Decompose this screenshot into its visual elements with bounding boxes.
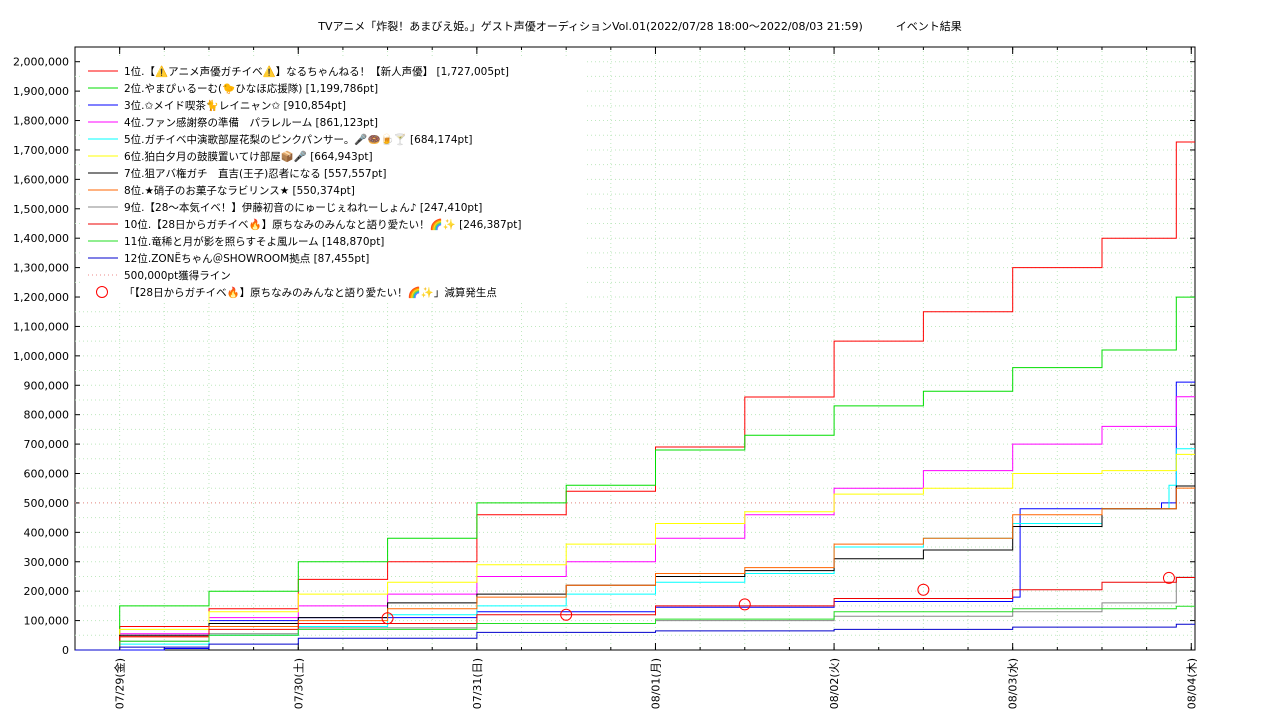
legend-entry-4: 4位.ファン感謝祭の準備 パラレルーム [861,123pt] bbox=[124, 116, 378, 129]
y-tick-label: 1,200,000 bbox=[13, 291, 69, 304]
y-tick-label: 1,900,000 bbox=[13, 85, 69, 98]
y-tick-label: 1,100,000 bbox=[13, 320, 69, 333]
marker-point bbox=[917, 583, 930, 596]
x-tick-label: 07/31(日) bbox=[471, 658, 484, 709]
y-tick-label: 500,000 bbox=[24, 497, 70, 510]
legend-entry-reference: 500,000pt獲得ライン bbox=[124, 269, 231, 282]
legend-entry-10: 10位.【28日からガチイベ🔥】原ちなみのみんなと語り愛たい！🌈✨ [246,3… bbox=[124, 218, 522, 231]
x-tick-label: 07/30(土) bbox=[292, 658, 305, 709]
y-tick-label: 900,000 bbox=[24, 379, 70, 392]
x-tick-label: 08/03(水) bbox=[1007, 658, 1020, 709]
legend-entry-7: 7位.狙アバ権ガチ 直吉(王子)忍者になる [557,557pt] bbox=[124, 167, 386, 180]
series-line-11 bbox=[75, 605, 1195, 651]
legend-entry-2: 2位.やまぴぃるーむ(🐤ひなほ応援隊) [1,199,786pt] bbox=[124, 82, 378, 95]
legend-entry-markers: 「【28日からガチイベ🔥】原ちなみのみんなと語り愛たい！🌈✨」減算発生点 bbox=[124, 286, 497, 299]
series-line-8 bbox=[75, 487, 1195, 651]
legend-swatch bbox=[96, 286, 108, 298]
y-tick-label: 1,400,000 bbox=[13, 232, 69, 245]
legend-entry-8: 8位.★硝子のお菓子なラビリンス★ [550,374pt] bbox=[124, 184, 355, 197]
legend-entry-1: 1位.【⚠️アニメ声優ガチイベ⚠️】なるちゃんねる！【新人声優】 [1,727,… bbox=[124, 65, 509, 78]
legend-entry-5: 5位.ガチイベ中演歌部屋花梨のピンクパンサー。🎤🍩🍺🍸 [684,174pt] bbox=[124, 133, 472, 146]
chart-title: TVアニメ「炸裂！あまびえ姫。」ゲスト声優オーディションVol.01(2022/… bbox=[318, 20, 962, 33]
y-tick-label: 600,000 bbox=[24, 468, 70, 481]
legend-box bbox=[82, 58, 587, 303]
legend-entry-12: 12位.ZONËちゃん＠SHOWROOM拠点 [87,455pt] bbox=[124, 252, 369, 265]
y-tick-label: 100,000 bbox=[24, 615, 70, 628]
legend-entry-3: 3位.✩メイド喫茶🐈レイニャン✩ [910,854pt] bbox=[124, 99, 346, 112]
x-tick-label: 07/29(金) bbox=[113, 658, 127, 709]
y-tick-label: 0 bbox=[62, 644, 69, 657]
series-line-6 bbox=[75, 453, 1195, 651]
y-tick-label: 200,000 bbox=[24, 585, 70, 598]
y-tick-label: 400,000 bbox=[24, 526, 70, 539]
y-tick-label: 700,000 bbox=[24, 438, 70, 451]
marker-point bbox=[1162, 571, 1175, 584]
x-tick-label: 08/01(月) bbox=[649, 658, 662, 709]
marker-point bbox=[560, 608, 573, 621]
y-tick-label: 1,600,000 bbox=[13, 173, 69, 186]
y-tick-label: 1,000,000 bbox=[13, 350, 69, 363]
series-line-4 bbox=[75, 396, 1195, 651]
y-tick-label: 1,300,000 bbox=[13, 262, 69, 275]
y-tick-label: 800,000 bbox=[24, 409, 70, 422]
legend-entry-6: 6位.狛白夕月の鼓膜置いてけ部屋📦🎤 [664,943pt] bbox=[124, 150, 373, 163]
series-line-2 bbox=[75, 296, 1195, 651]
series-line-12 bbox=[75, 623, 1195, 651]
marker-point bbox=[381, 612, 394, 625]
legend-entry-9: 9位.【28～本気イベ！】伊藤初音のにゅーじぇねれーしょん♪ [247,410p… bbox=[124, 201, 482, 214]
y-tick-label: 1,700,000 bbox=[13, 144, 69, 157]
x-tick-label: 08/04(木) bbox=[1185, 658, 1198, 709]
y-tick-label: 300,000 bbox=[24, 556, 70, 569]
y-tick-label: 2,000,000 bbox=[13, 56, 69, 69]
legend-entry-11: 11位.竜稀と月が影を照らすそよ風ルーム [148,870pt] bbox=[124, 235, 384, 248]
x-tick-label: 08/02(火) bbox=[828, 658, 841, 709]
y-tick-label: 1,500,000 bbox=[13, 203, 69, 216]
marker-point bbox=[738, 598, 751, 611]
y-tick-label: 1,800,000 bbox=[13, 115, 69, 128]
